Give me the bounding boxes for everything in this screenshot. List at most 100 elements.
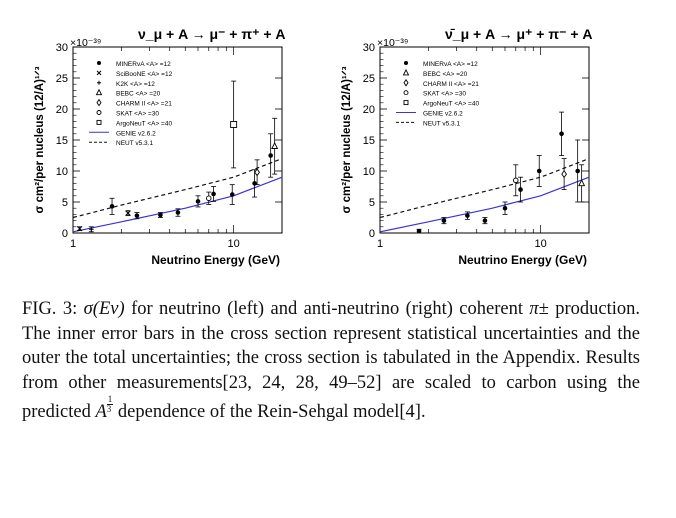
data-point xyxy=(109,197,115,215)
data-point xyxy=(502,201,508,215)
x-tick-label: 1 xyxy=(70,238,76,250)
cross-stroke xyxy=(125,210,131,216)
x-tick-label: 10 xyxy=(228,238,240,250)
x-axis-label: Neutrino Energy (GeV) xyxy=(151,253,280,267)
caption-part1: for neutrino (left) and anti-neutrino (r… xyxy=(131,299,523,319)
legend: MINERvA <A> =12 SciBooNE <A> =12 K2K <A> =… xyxy=(89,61,173,147)
data-point xyxy=(229,184,235,205)
marker-filled-circle xyxy=(211,191,216,197)
legend-label: CHARM II <A> =21 xyxy=(423,81,479,88)
y-tick-label: 5 xyxy=(62,197,68,209)
legend-marker-plus xyxy=(97,80,101,85)
chart-title: ν_μ + A → μ⁻ + π⁺ + A xyxy=(138,26,286,42)
neut-curve xyxy=(379,158,590,219)
legend-marker-filled-circle xyxy=(97,61,101,65)
caption-pi-expr: π± xyxy=(529,299,549,319)
legend-label: K2K <A> =12 xyxy=(116,81,155,88)
marker-filled-circle xyxy=(502,205,508,211)
marker-open-triangle xyxy=(578,179,586,187)
legend-label: SciBooNE <A> =12 xyxy=(116,71,173,78)
legend-label: ArgoNeuT <A> =40 xyxy=(116,120,172,127)
marker-filled-circle xyxy=(575,168,580,174)
data-point xyxy=(518,176,524,203)
legend-marker-open-square xyxy=(403,100,409,106)
y-tick-label: 20 xyxy=(56,104,68,116)
legend-marker-open-triangle xyxy=(402,68,410,76)
y-tick-label: 0 xyxy=(369,228,375,240)
marker-plus xyxy=(89,226,94,232)
data-point xyxy=(254,159,260,186)
legend-label: SKAT <A> =30 xyxy=(116,111,159,118)
marker-filled-circle xyxy=(109,204,115,209)
data-point xyxy=(559,111,565,156)
legend-label: GENIE v2.6.2 xyxy=(116,130,156,137)
marker-open-circle xyxy=(206,195,212,202)
legend-label: CHARM II <A> =21 xyxy=(116,101,172,108)
y-exponent-label: ×10⁻³⁹ xyxy=(377,37,408,49)
legend-label: NEUT v5.3.1 xyxy=(423,120,460,127)
data-point xyxy=(125,210,131,217)
marker-filled-circle xyxy=(175,210,181,215)
marker-filled-circle xyxy=(465,213,470,218)
marker-filled-circle xyxy=(559,131,564,137)
y-tick-label: 20 xyxy=(363,104,375,116)
y-axis-label: σ cm²/per nucleus (12/A)¹ᐟ³ xyxy=(34,66,46,213)
legend-marker-open-diamond xyxy=(403,78,409,87)
caption-frac-num: 1 xyxy=(106,394,114,405)
marker-filled-circle xyxy=(229,192,235,197)
data-point xyxy=(482,217,488,225)
plot-frame xyxy=(72,46,283,234)
legend-label: GENIE v2.6.2 xyxy=(423,111,463,118)
data-point xyxy=(230,80,238,169)
marker-filled-circle xyxy=(268,153,273,158)
marker-filled-circle xyxy=(482,218,488,223)
genie-curve xyxy=(379,176,590,233)
marker-filled-circle xyxy=(134,213,140,218)
data-point xyxy=(268,133,274,178)
data-point xyxy=(578,164,586,203)
marker-filled-circle xyxy=(158,212,163,218)
legend-marker-open-triangle xyxy=(95,88,103,96)
legend-label: SKAT <A> =30 xyxy=(423,91,466,98)
data-point xyxy=(134,212,140,220)
caption-label: FIG. 3: xyxy=(22,299,78,319)
caption-sigma-expr: σ(Eν) xyxy=(83,299,125,319)
legend-marker-open-circle xyxy=(96,110,102,115)
marker-filled-circle xyxy=(195,199,201,204)
y-tick-label: 5 xyxy=(369,197,375,209)
y-tick-label: 0 xyxy=(62,228,68,240)
legend-label: MINERvA <A> =12 xyxy=(423,61,478,68)
data-point xyxy=(76,226,83,232)
data-point xyxy=(441,217,447,225)
legend-marker-open-square xyxy=(96,119,102,125)
cross-stroke xyxy=(96,70,102,76)
data-point xyxy=(575,139,581,203)
data-point xyxy=(561,158,567,191)
marker-cross xyxy=(76,226,83,232)
chart-title: ν̄_μ + A → μ⁺ + π⁻ + A xyxy=(445,26,593,42)
y-tick-label: 30 xyxy=(363,42,375,54)
y-tick-label: 25 xyxy=(56,73,68,85)
plot-frame xyxy=(379,46,590,234)
data-point xyxy=(416,228,422,234)
x-tick-label: 1 xyxy=(377,238,383,250)
data-point xyxy=(206,191,212,205)
marker-open-circle xyxy=(513,177,519,184)
x-axis-label: Neutrino Energy (GeV) xyxy=(458,253,587,267)
neut-curve xyxy=(72,158,283,219)
legend-marker-open-circle xyxy=(403,90,409,96)
y-exponent-label: ×10⁻³⁹ xyxy=(70,37,101,49)
data-point xyxy=(88,226,94,233)
marker-filled-circle xyxy=(536,168,542,174)
y-tick-label: 15 xyxy=(363,135,375,147)
data-point xyxy=(464,211,470,220)
marker-cross xyxy=(125,210,131,216)
legend-marker-open-diamond xyxy=(96,98,102,107)
legend-label: NEUT v5.3.1 xyxy=(116,140,153,147)
y-tick-label: 15 xyxy=(56,135,68,147)
marker-filled-circle xyxy=(518,187,523,192)
y-tick-label: 10 xyxy=(56,166,68,178)
